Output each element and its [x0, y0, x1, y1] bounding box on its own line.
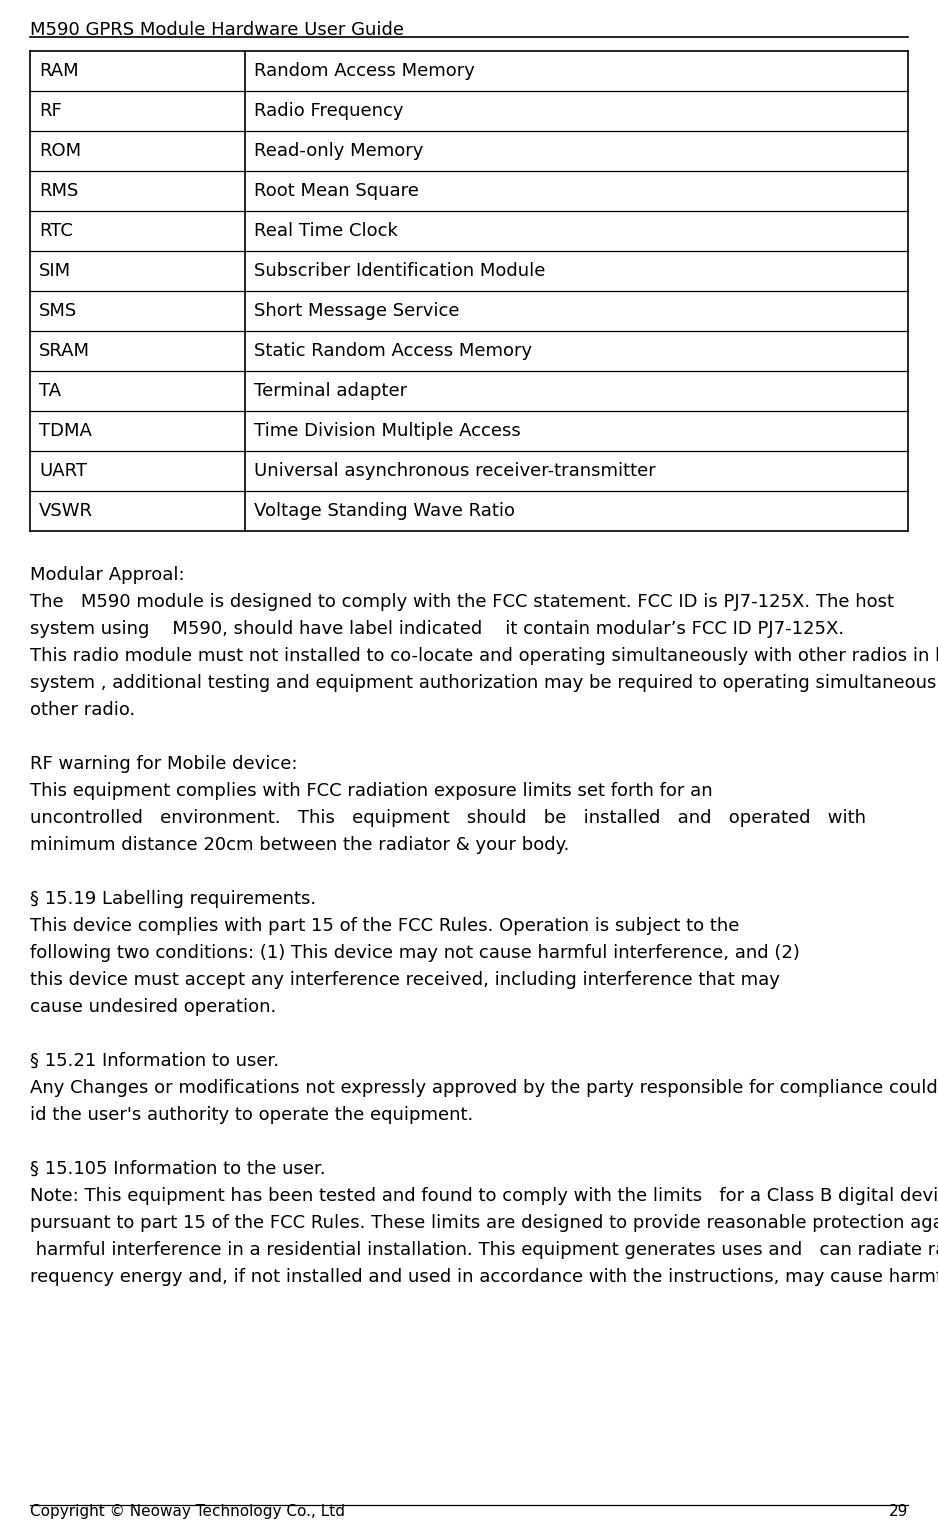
Text: SMS: SMS [39, 302, 77, 320]
Text: RF: RF [39, 103, 62, 119]
Text: Modular Approal:: Modular Approal: [30, 566, 185, 583]
Text: Real Time Clock: Real Time Clock [254, 222, 398, 240]
Text: § 15.21 Information to user.: § 15.21 Information to user. [30, 1052, 280, 1070]
Text: Universal asynchronous receiver-transmitter: Universal asynchronous receiver-transmit… [254, 462, 656, 481]
Text: Time Division Multiple Access: Time Division Multiple Access [254, 423, 521, 439]
Text: system , additional testing and equipment authorization may be required to opera: system , additional testing and equipmen… [30, 674, 938, 692]
Text: M590 GPRS Module Hardware User Guide: M590 GPRS Module Hardware User Guide [30, 21, 404, 38]
Text: Note: This equipment has been tested and found to comply with the limits   for a: Note: This equipment has been tested and… [30, 1187, 938, 1205]
Text: ROM: ROM [39, 142, 81, 161]
Text: pursuant to part 15 of the FCC Rules. These limits are designed to provide reaso: pursuant to part 15 of the FCC Rules. Th… [30, 1214, 938, 1232]
Text: § 15.19 Labelling requirements.: § 15.19 Labelling requirements. [30, 890, 316, 908]
Text: TDMA: TDMA [39, 423, 92, 439]
Text: 29: 29 [888, 1503, 908, 1519]
Text: UART: UART [39, 462, 87, 481]
Text: Root Mean Square: Root Mean Square [254, 182, 419, 201]
Text: Static Random Access Memory: Static Random Access Memory [254, 341, 532, 360]
Text: requency energy and, if not installed and used in accordance with the instructio: requency energy and, if not installed an… [30, 1268, 938, 1286]
Text: § 15.105 Information to the user.: § 15.105 Information to the user. [30, 1160, 325, 1177]
Text: VSWR: VSWR [39, 502, 93, 521]
Text: Read-only Memory: Read-only Memory [254, 142, 423, 161]
Text: system using    M590, should have label indicated    it contain modular’s FCC ID: system using M590, should have label ind… [30, 620, 844, 638]
Text: Voltage Standing Wave Ratio: Voltage Standing Wave Ratio [254, 502, 515, 521]
Text: Random Access Memory: Random Access Memory [254, 61, 475, 80]
Text: Short Message Service: Short Message Service [254, 302, 460, 320]
Text: harmful interference in a residential installation. This equipment generates use: harmful interference in a residential in… [30, 1242, 938, 1258]
Text: uncontrolled   environment.   This   equipment   should   be   installed   and  : uncontrolled environment. This equipment… [30, 808, 866, 827]
Text: The   M590 module is designed to comply with the FCC statement. FCC ID is PJ7-12: The M590 module is designed to comply wi… [30, 592, 894, 611]
Text: other radio.: other radio. [30, 701, 135, 720]
Text: Radio Frequency: Radio Frequency [254, 103, 403, 119]
Text: minimum distance 20cm between the radiator & your body.: minimum distance 20cm between the radiat… [30, 836, 569, 854]
Text: this device must accept any interference received, including interference that m: this device must accept any interference… [30, 971, 779, 989]
Text: Terminal adapter: Terminal adapter [254, 383, 407, 400]
Text: RAM: RAM [39, 61, 79, 80]
Text: SIM: SIM [39, 262, 71, 280]
Text: Subscriber Identification Module: Subscriber Identification Module [254, 262, 545, 280]
Text: RTC: RTC [39, 222, 73, 240]
Text: cause undesired operation.: cause undesired operation. [30, 998, 277, 1017]
Text: SRAM: SRAM [39, 341, 90, 360]
Text: Copyright © Neoway Technology Co., Ltd: Copyright © Neoway Technology Co., Ltd [30, 1503, 345, 1519]
Text: TA: TA [39, 383, 61, 400]
Text: Any Changes or modifications not expressly approved by the party responsible for: Any Changes or modifications not express… [30, 1079, 938, 1098]
Text: This radio module must not installed to co-locate and operating simultaneously w: This radio module must not installed to … [30, 648, 938, 664]
Text: RF warning for Mobile device:: RF warning for Mobile device: [30, 755, 297, 773]
Text: This equipment complies with FCC radiation exposure limits set forth for an: This equipment complies with FCC radiati… [30, 782, 713, 801]
Text: This device complies with part 15 of the FCC Rules. Operation is subject to the: This device complies with part 15 of the… [30, 917, 739, 935]
Text: RMS: RMS [39, 182, 79, 201]
Text: id the user's authority to operate the equipment.: id the user's authority to operate the e… [30, 1105, 474, 1124]
Text: following two conditions: (1) This device may not cause harmful interference, an: following two conditions: (1) This devic… [30, 945, 800, 961]
